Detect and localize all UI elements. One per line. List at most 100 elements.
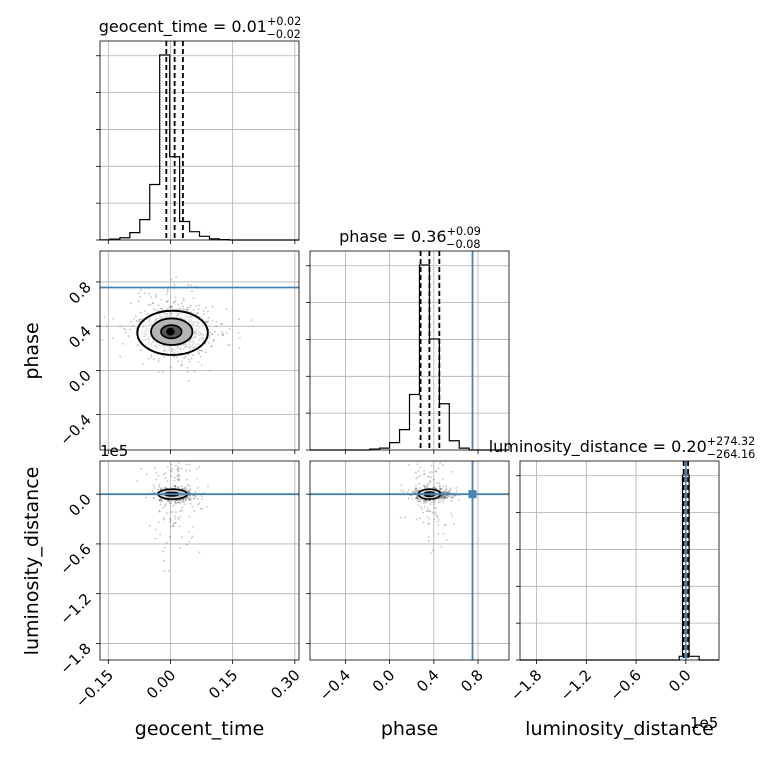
scatter-point [433, 486, 435, 489]
scatter-point [138, 318, 141, 321]
scatter-point [455, 490, 458, 493]
scatter-point [189, 502, 192, 505]
scatter-point [425, 485, 428, 488]
scatter-point [151, 302, 154, 305]
offset-label: 1e5 [100, 442, 128, 460]
scatter-point [169, 306, 172, 309]
scatter-point [182, 498, 185, 500]
scatter-point [450, 470, 453, 473]
scatter-point [225, 308, 228, 310]
scatter-point [180, 498, 182, 501]
scatter-point [152, 302, 155, 304]
scatter-point [186, 370, 189, 373]
scatter-point [204, 351, 207, 354]
scatter-point [165, 503, 167, 506]
scatter-point [169, 469, 172, 472]
scatter-point [112, 317, 115, 320]
scatter-point [414, 491, 417, 494]
scatter-point [160, 499, 163, 501]
scatter-point [415, 488, 417, 491]
scatter-point [449, 489, 451, 492]
scatter-point [194, 490, 197, 493]
contour-core [166, 327, 175, 336]
scatter-point [196, 477, 199, 480]
scatter-point [404, 516, 407, 519]
scatter-point [222, 333, 225, 335]
scatter-point [111, 337, 114, 339]
scatter-point [412, 490, 415, 492]
scatter-point [122, 343, 124, 345]
scatter-point [408, 463, 410, 466]
scatter-point [170, 525, 172, 528]
scatter-point [155, 528, 157, 531]
scatter-point [209, 369, 212, 372]
scatter-point [423, 484, 426, 487]
scatter-point [181, 500, 184, 503]
scatter-point [426, 516, 428, 518]
scatter-point [135, 327, 138, 330]
scatter-point [182, 487, 185, 490]
scatter-point [163, 546, 166, 549]
scatter-point [426, 510, 429, 512]
scatter-point [188, 490, 191, 493]
scatter-point [450, 512, 453, 515]
scatter-point [225, 332, 228, 335]
scatter-point [186, 496, 189, 498]
scatter-point [134, 315, 137, 318]
panel-title-luminosity_distance: luminosity_distance = 0.20+274.32 −264.16 [489, 435, 756, 461]
scatter-point [181, 536, 183, 539]
scatter-point [188, 464, 191, 466]
scatter-point [189, 494, 191, 497]
x-tick-label: 0.4 [413, 666, 443, 696]
scatter-point [220, 323, 223, 325]
y-tick-label: 0.0 [65, 490, 95, 520]
scatter-point [419, 500, 422, 502]
scatter-point [164, 504, 166, 507]
scatter-point [177, 303, 180, 306]
scatter-point [202, 310, 205, 312]
scatter-point [431, 512, 434, 514]
scatter-point [174, 517, 176, 520]
scatter-point [439, 462, 441, 465]
scatter-point [188, 530, 191, 533]
scatter-point [432, 478, 435, 481]
scatter-point [180, 360, 183, 363]
scatter-point [179, 307, 182, 310]
scatter-point [445, 523, 448, 526]
scatter-point [409, 494, 412, 497]
scatter-point [175, 511, 177, 514]
scatter-point [207, 485, 209, 488]
scatter-point [209, 331, 212, 334]
scatter-point [132, 317, 135, 320]
scatter-point [220, 331, 223, 334]
scatter-point [166, 290, 169, 293]
scatter-point [447, 491, 450, 494]
scatter-point [119, 325, 121, 328]
scatter-point [130, 302, 133, 305]
scatter-point [124, 331, 127, 334]
scatter-point [197, 351, 200, 354]
scatter-point [177, 469, 179, 471]
scatter-point [172, 525, 174, 528]
scatter-point [157, 488, 160, 491]
scatter-point [457, 499, 460, 502]
scatter-point [176, 356, 178, 359]
scatter-point [191, 506, 194, 508]
scatter-point [430, 552, 432, 555]
scatter-point [414, 487, 416, 490]
scatter-point [174, 296, 177, 299]
scatter-point [167, 300, 169, 303]
scatter-point [451, 495, 453, 497]
scatter-point [157, 521, 160, 523]
scatter-point [418, 517, 421, 520]
scatter-point [213, 339, 215, 341]
scatter-point [181, 509, 183, 512]
scatter-point [416, 490, 418, 493]
scatter-point [414, 497, 417, 500]
scatter-point [168, 500, 171, 502]
scatter-point [211, 345, 213, 348]
scatter-point [185, 497, 187, 499]
scatter-point [151, 490, 154, 493]
scatter-point [433, 518, 436, 521]
